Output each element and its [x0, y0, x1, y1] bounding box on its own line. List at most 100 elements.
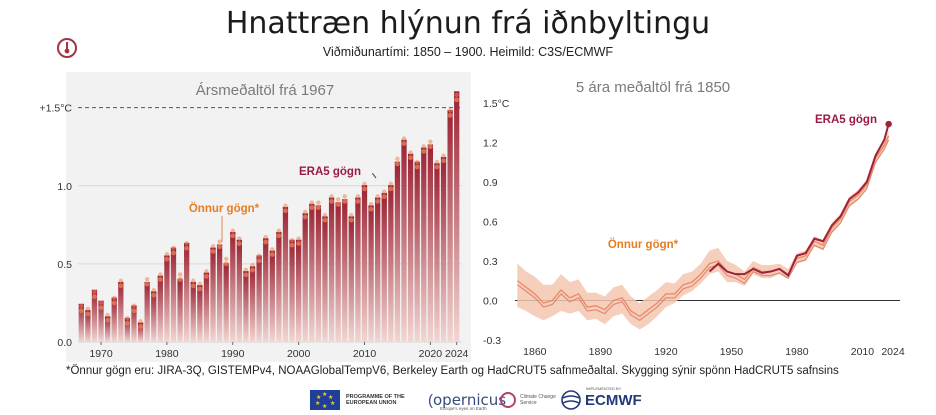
other-data-dot — [348, 217, 354, 223]
era5-bar — [368, 206, 374, 342]
other-data-dot — [125, 316, 130, 321]
left-annotation-other: Önnur gögn* — [189, 202, 260, 215]
other-data-dot — [342, 198, 348, 204]
right-x-tick-label: 2010 — [851, 346, 875, 358]
era5-bar — [131, 306, 137, 342]
other-data-dot — [190, 283, 196, 289]
right-x-tick-label: 1980 — [785, 346, 809, 358]
other-data-dot — [421, 148, 427, 154]
eu-logo: ★ ★ ★ ★ ★ ★ PROGRAMME OF THE EUROPEAN UNION — [310, 387, 416, 413]
other-data-dot — [368, 206, 374, 212]
other-data-dot — [243, 272, 249, 278]
other-data-dot — [335, 202, 341, 207]
right-y-tick-label: 0.9 — [483, 177, 498, 189]
other-data-dot — [368, 201, 374, 207]
era5-line — [708, 123, 890, 278]
era5-bar — [335, 202, 341, 342]
left-x-tick-label: 1990 — [221, 348, 245, 360]
era5-bar — [216, 245, 223, 342]
eu-logo-text: PROGRAMME OF THE EUROPEAN UNION — [346, 393, 405, 407]
era5-bar — [440, 157, 447, 342]
other-data-dot — [447, 113, 453, 118]
right-annotation-era5: ERA5 gögn — [815, 114, 877, 126]
era5-bar — [151, 292, 157, 342]
era5-bar — [381, 193, 387, 342]
other-data-dot — [414, 159, 420, 165]
other-data-dot — [395, 161, 400, 167]
era5-bar — [223, 263, 229, 342]
other-data-dot — [243, 267, 249, 273]
other-data-dot — [210, 244, 216, 249]
ecmwf-logo: IMPLEMENTED BY ECMWF — [560, 386, 642, 413]
left-y-tick-label: 0.0 — [57, 337, 72, 349]
c3s-circle-icon — [500, 392, 516, 408]
era5-bar — [322, 217, 328, 342]
era5-bar — [91, 290, 98, 342]
other-data-dot — [349, 212, 354, 218]
other-data-line — [516, 135, 890, 318]
footer-logos: ★ ★ ★ ★ ★ ★ PROGRAMME OF THE EUROPEAN UNION… — [0, 386, 936, 413]
left-annotation-era5-arrow — [372, 172, 377, 179]
other-data-dot — [184, 245, 190, 251]
era5-bar — [375, 198, 381, 342]
other-data-dot — [164, 256, 170, 262]
other-data-dot — [316, 200, 321, 205]
other-data-dot — [105, 317, 111, 323]
right-y-tick-label: 1.2 — [483, 138, 498, 150]
other-data-dot — [223, 256, 229, 262]
other-data-dot — [408, 150, 413, 155]
other-data-dot — [98, 305, 104, 311]
other-data-dot — [309, 200, 315, 205]
other-data-dot — [289, 237, 295, 243]
other-data-dot — [138, 319, 143, 324]
left-x-tick-label: 2000 — [287, 348, 311, 360]
ecmwf-globe-icon — [561, 390, 581, 410]
era5-bar — [414, 162, 420, 342]
other-data-dot — [388, 186, 394, 192]
other-data-dot — [283, 208, 288, 214]
era5-bar — [289, 240, 295, 342]
other-data-dot — [171, 245, 176, 251]
other-data-dot — [441, 158, 446, 164]
era5-bar — [170, 248, 177, 342]
other-data-dot — [421, 144, 426, 149]
other-data-dot — [164, 251, 170, 257]
other-data-dot — [151, 292, 157, 298]
other-data-dot — [237, 236, 242, 241]
left-chart-title: Ársmeðaltöl frá 1967 — [196, 82, 334, 99]
era5-bar — [230, 232, 236, 342]
era5-bar — [388, 185, 394, 342]
other-data-dot — [355, 194, 361, 199]
other-data-dot — [85, 306, 91, 312]
other-data-dot — [92, 289, 97, 294]
other-data-dot — [428, 139, 433, 144]
right-y-tick-label: 0.0 — [483, 296, 498, 308]
era5-bar — [190, 282, 196, 342]
other-data-dot — [309, 205, 315, 211]
era5-bar — [263, 238, 269, 342]
other-data-dot — [256, 258, 262, 264]
ecmwf-pre-text: IMPLEMENTED BY — [586, 386, 622, 391]
era5-bar — [328, 198, 335, 342]
era5-bar — [276, 232, 282, 342]
other-data-dot — [289, 242, 295, 248]
right-x-tick-label: 1950 — [720, 346, 744, 358]
page-title: Hnattræn hlýnun frá iðnbyltingu — [225, 6, 711, 41]
other-data-dot — [263, 234, 268, 240]
era5-bar — [348, 217, 354, 342]
footnote: *Önnur gögn eru: JIRA-3Q, GISTEMPv4, NOA… — [66, 365, 839, 377]
other-data-dot — [382, 189, 387, 194]
era5-bar — [302, 213, 308, 342]
era5-bar — [236, 240, 242, 342]
other-data-dot — [276, 228, 282, 233]
era5-bar — [427, 145, 433, 342]
other-data-dot — [355, 198, 361, 204]
other-data-dot — [78, 308, 84, 314]
era5-bar — [315, 206, 322, 342]
right-y-tick-label: -0.3 — [483, 335, 501, 347]
other-data-dot — [112, 295, 117, 301]
other-data-dot — [454, 97, 460, 103]
right-x-tick-label: 1860 — [523, 346, 547, 358]
left-x-tick-label: 2020 — [419, 348, 443, 360]
other-data-dot — [197, 281, 203, 287]
